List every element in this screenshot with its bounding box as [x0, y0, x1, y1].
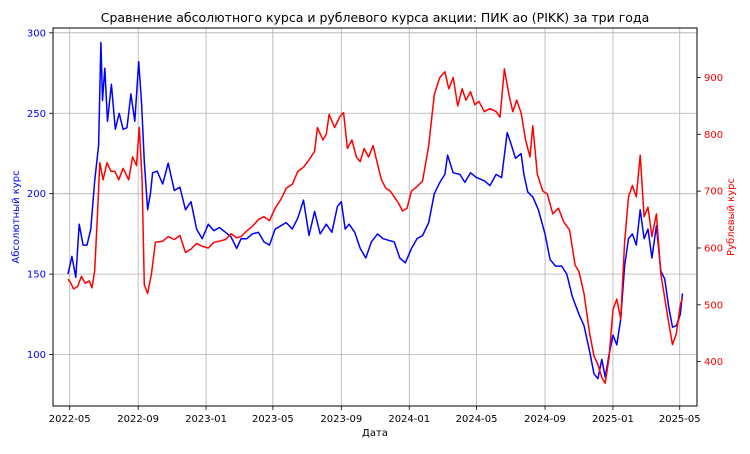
x-tick-label: 2022-09 [117, 414, 159, 425]
y-left-tick-label: 200 [27, 189, 46, 200]
x-tick-label: 2024-09 [524, 414, 566, 425]
x-axis-label: Дата [362, 428, 388, 439]
x-tick-label: 2025-01 [592, 414, 634, 425]
x-tick-label: 2025-05 [659, 414, 701, 425]
series-line-ruble [67, 68, 684, 385]
grid [53, 28, 697, 406]
y-right-tick-label: 700 [704, 187, 723, 198]
x-tick-label: 2022-05 [49, 414, 91, 425]
y-right-tick-label: 500 [704, 300, 723, 311]
y-left-tick-label: 150 [27, 270, 46, 281]
y-left-tick-label: 250 [27, 109, 46, 120]
y-axis-left-label: Абсолютный курс [11, 170, 22, 263]
x-tick-label: 2023-05 [252, 414, 294, 425]
y-right-tick-label: 400 [704, 357, 723, 368]
chart-title: Сравнение абсолютного курса и рублевого … [101, 10, 650, 25]
plot-area-frame [52, 27, 698, 407]
y-right-tick-label: 900 [704, 73, 723, 84]
axes: 2022-05 2022-09 2023-01 2023-05 2023-09 2024-… [27, 28, 723, 425]
y-right-tick-label: 600 [704, 243, 723, 254]
y-axis-right-label: Рублевый курс [726, 178, 737, 256]
y-right-tick-label: 800 [704, 130, 723, 141]
y-left-tick-label: 300 [27, 28, 46, 39]
x-tick-label: 2023-01 [185, 414, 227, 425]
x-tick-label: 2023-09 [320, 414, 362, 425]
series-layer [67, 41, 684, 385]
x-tick-label: 2024-01 [388, 414, 430, 425]
x-tick-label: 2024-05 [456, 414, 498, 425]
y-left-tick-label: 100 [27, 350, 46, 361]
